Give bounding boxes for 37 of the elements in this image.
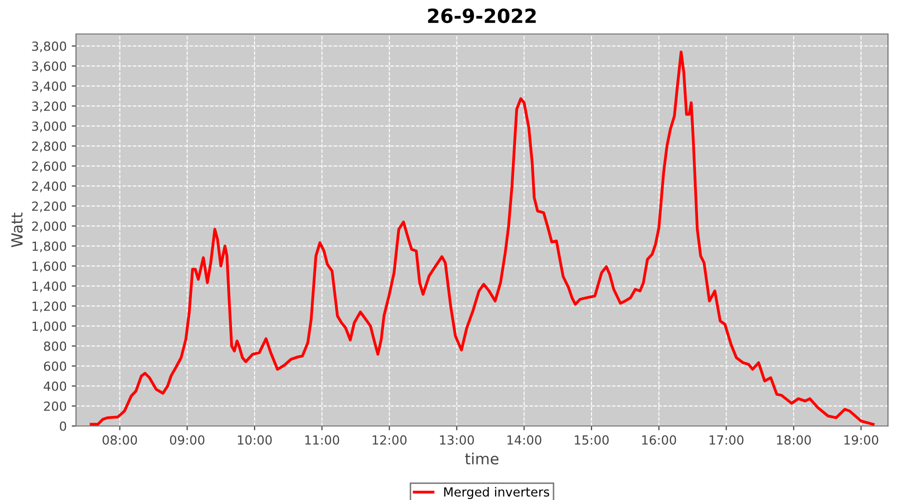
- y-tick-label: 3,000: [32, 121, 66, 132]
- x-tick-label: 17:00: [710, 435, 744, 445]
- x-tick-label: 10:00: [238, 435, 272, 445]
- y-tick-label: 600: [44, 361, 66, 371]
- y-axis-title: Watt: [11, 212, 23, 248]
- y-tick-label: 2,000: [32, 221, 66, 232]
- y-tick-label: 2,800: [32, 141, 66, 152]
- y-tick-label: 1,800: [32, 241, 66, 252]
- x-tick-label: 08:00: [102, 435, 137, 445]
- x-tick-label: 15:00: [574, 435, 609, 445]
- line-series: [90, 50, 875, 426]
- x-tick-label: 11:00: [305, 435, 340, 445]
- y-tick-label: 3,400: [32, 81, 66, 92]
- y-tick-label: 200: [44, 401, 66, 411]
- x-tick-label: 12:00: [372, 435, 407, 445]
- y-tick-label: 2,600: [32, 161, 66, 172]
- y-tick-label: 1,000: [32, 321, 66, 332]
- x-tick-label: 14:00: [507, 435, 542, 445]
- legend-label: Merged inverters: [444, 486, 550, 500]
- x-tick-label: 09:00: [170, 435, 204, 445]
- x-tick-label: 18:00: [777, 435, 811, 445]
- x-tick-label: 13:00: [440, 435, 474, 445]
- y-tick-label: 0: [60, 421, 66, 431]
- y-tick-label: 1,200: [32, 301, 66, 312]
- y-tick-label: 1,400: [32, 281, 66, 292]
- y-tick-label: 3,600: [32, 61, 66, 72]
- y-tick-label: 3,800: [32, 41, 66, 52]
- y-tick-label: 2,400: [32, 181, 66, 192]
- x-tick-label: 16:00: [642, 435, 676, 445]
- x-tick-label: 19:00: [844, 435, 878, 445]
- y-tick-label: 2,200: [32, 201, 66, 212]
- x-axis-title: time: [465, 452, 498, 465]
- y-tick-label: 1,600: [32, 261, 66, 272]
- y-tick-label: 400: [44, 381, 66, 391]
- chart-title: 26-9-2022: [428, 8, 536, 24]
- y-tick-label: 800: [44, 341, 66, 351]
- y-tick-label: 3,200: [32, 101, 66, 112]
